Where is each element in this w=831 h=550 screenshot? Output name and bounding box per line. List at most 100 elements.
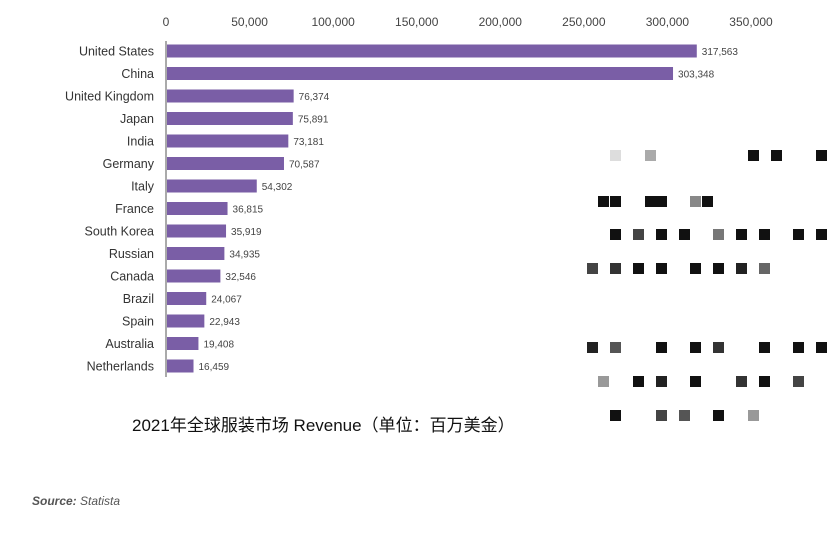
pixel-block bbox=[679, 410, 690, 421]
category-label: Canada bbox=[110, 270, 154, 284]
bar bbox=[167, 89, 294, 103]
pixel-block bbox=[702, 196, 713, 207]
pixel-block bbox=[656, 410, 667, 421]
pixel-block bbox=[633, 376, 644, 387]
pixel-block bbox=[645, 196, 656, 207]
pixel-block bbox=[610, 229, 621, 240]
category-label: Russian bbox=[109, 247, 154, 261]
x-tick-label: 200,000 bbox=[479, 15, 523, 29]
pixel-block bbox=[736, 229, 747, 240]
bar bbox=[167, 112, 293, 125]
pixel-block bbox=[656, 342, 667, 353]
pixel-block bbox=[736, 376, 747, 387]
category-label: Netherlands bbox=[87, 360, 154, 374]
bar bbox=[167, 292, 207, 305]
pixel-block bbox=[771, 150, 782, 161]
data-label: 34,935 bbox=[229, 250, 260, 261]
x-tick-label: 0 bbox=[163, 15, 170, 29]
data-label: 22,943 bbox=[209, 317, 240, 328]
category-label: Germany bbox=[103, 157, 155, 171]
data-label: 76,374 bbox=[299, 92, 330, 103]
data-label: 24,067 bbox=[211, 295, 242, 306]
pixel-block bbox=[690, 342, 701, 353]
bar bbox=[167, 337, 199, 350]
pixel-block bbox=[587, 263, 598, 274]
pixel-block bbox=[610, 342, 621, 353]
data-label: 16,459 bbox=[199, 362, 230, 373]
pixel-block bbox=[793, 376, 804, 387]
pixel-block bbox=[816, 342, 827, 353]
pixel-block bbox=[656, 376, 667, 387]
x-tick-label: 100,000 bbox=[311, 15, 355, 29]
pixel-block bbox=[679, 229, 690, 240]
category-label: United States bbox=[79, 45, 154, 59]
category-label: Brazil bbox=[123, 292, 154, 306]
pixel-block bbox=[690, 196, 701, 207]
bar bbox=[167, 314, 205, 328]
source-note: Source: Statista bbox=[32, 494, 120, 508]
pixel-block bbox=[645, 150, 656, 161]
data-label: 19,408 bbox=[203, 340, 234, 351]
category-label: Spain bbox=[122, 315, 154, 329]
category-label: Australia bbox=[105, 337, 154, 351]
data-label: 32,546 bbox=[225, 272, 256, 283]
pixel-block bbox=[759, 376, 770, 387]
pixel-block bbox=[598, 376, 609, 387]
pixel-block bbox=[816, 150, 827, 161]
bar bbox=[167, 44, 697, 58]
pixel-block bbox=[656, 263, 667, 274]
bar bbox=[167, 134, 289, 148]
pixel-block bbox=[759, 263, 770, 274]
pixel-block bbox=[610, 196, 621, 207]
pixel-block bbox=[748, 410, 759, 421]
pixel-block bbox=[690, 376, 701, 387]
pixel-block bbox=[610, 410, 621, 421]
data-label: 317,563 bbox=[702, 47, 739, 58]
pixel-block bbox=[713, 342, 724, 353]
bar bbox=[167, 269, 221, 283]
data-label: 303,348 bbox=[678, 70, 715, 81]
bar bbox=[167, 157, 284, 170]
pixel-block bbox=[816, 229, 827, 240]
data-label: 54,302 bbox=[262, 182, 293, 193]
pixel-block bbox=[736, 263, 747, 274]
data-label: 73,181 bbox=[293, 137, 324, 148]
data-label: 70,587 bbox=[289, 160, 320, 171]
x-tick-label: 50,000 bbox=[231, 15, 268, 29]
x-tick-label: 300,000 bbox=[646, 15, 690, 29]
source-value: Statista bbox=[80, 494, 121, 508]
pixel-block bbox=[656, 196, 667, 207]
pixel-block bbox=[656, 229, 667, 240]
category-label: Japan bbox=[120, 112, 154, 126]
bar bbox=[167, 179, 257, 193]
data-label: 35,919 bbox=[231, 227, 262, 238]
pixel-block bbox=[748, 150, 759, 161]
pixel-block bbox=[633, 229, 644, 240]
bar bbox=[167, 247, 225, 260]
pixel-block bbox=[610, 150, 621, 161]
x-tick-label: 250,000 bbox=[562, 15, 606, 29]
bar bbox=[167, 67, 674, 80]
pixel-block bbox=[759, 342, 770, 353]
pixel-block bbox=[690, 263, 701, 274]
category-label: France bbox=[115, 202, 154, 216]
category-label: China bbox=[121, 67, 154, 81]
pixel-block bbox=[713, 410, 724, 421]
bar bbox=[167, 224, 227, 238]
pixel-block bbox=[587, 342, 598, 353]
data-label: 75,891 bbox=[298, 115, 329, 126]
pixel-block bbox=[759, 229, 770, 240]
x-tick-label: 150,000 bbox=[395, 15, 439, 29]
x-tick-label: 350,000 bbox=[729, 15, 773, 29]
chart-title: 2021年全球服装市场 Revenue（单位：百万美金） bbox=[132, 416, 515, 435]
pixel-block bbox=[598, 196, 609, 207]
category-label: Italy bbox=[131, 180, 155, 194]
pixel-block bbox=[713, 263, 724, 274]
pixel-block bbox=[713, 229, 724, 240]
bar bbox=[167, 202, 228, 215]
pixel-block bbox=[610, 263, 621, 274]
pixel-block bbox=[793, 342, 804, 353]
category-label: United Kingdom bbox=[65, 90, 154, 104]
bar bbox=[167, 359, 194, 373]
